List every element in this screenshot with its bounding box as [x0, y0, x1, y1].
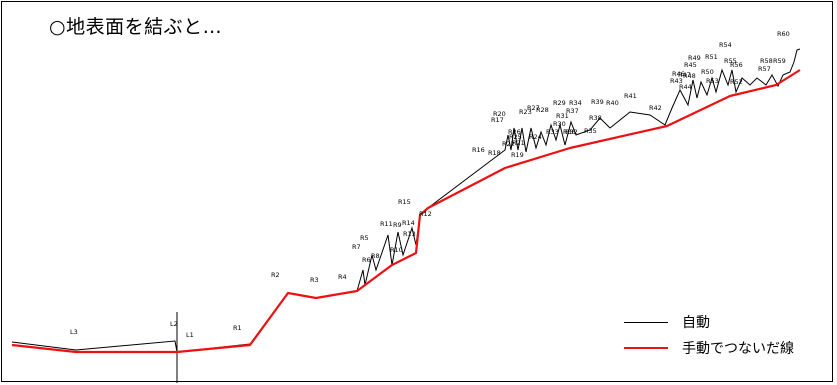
point-label-r55: R55 — [724, 57, 737, 65]
point-label-r52: R52 — [730, 78, 743, 86]
point-label-r24: R24 — [529, 133, 542, 141]
point-label-r45: R45 — [684, 61, 697, 69]
point-label-r12: R12 — [419, 210, 432, 218]
legend: 自動 手動でつないだ線 — [624, 309, 824, 361]
point-label-r56: R56 — [730, 61, 743, 69]
point-label-r59: R59 — [773, 57, 786, 65]
point-label-r42: R42 — [649, 104, 662, 112]
point-label-r40: R40 — [606, 99, 619, 107]
point-label-r46: R46 — [672, 70, 685, 78]
point-label-r48: R48 — [683, 72, 696, 80]
point-label-r20: R20 — [493, 110, 506, 118]
page-title: ○地表面を結ぶと… — [49, 16, 223, 38]
point-label-r5: R5 — [360, 234, 369, 242]
point-label-r19: R19 — [511, 151, 524, 159]
point-label-l3: L3 — [70, 328, 78, 336]
manual-profile-line — [11, 69, 801, 354]
legend-item-auto: 自動 — [624, 309, 824, 335]
point-label-r31: R31 — [556, 112, 569, 120]
legend-swatch-manual — [624, 347, 668, 349]
point-label-r47: R47 — [678, 71, 691, 79]
point-label-r1: R1 — [233, 324, 242, 332]
point-label-r22: R22 — [502, 140, 515, 148]
point-label-r32: R32 — [565, 128, 578, 136]
point-label-r60: R60 — [777, 30, 790, 38]
point-label-r54: R54 — [719, 41, 732, 49]
point-label-r50: R50 — [701, 68, 714, 76]
point-label-r58: R58 — [760, 57, 773, 65]
point-label-r36: R36 — [563, 128, 576, 136]
point-label-r4: R4 — [338, 273, 347, 281]
point-label-r3: R3 — [310, 276, 319, 284]
point-label-r49: R49 — [688, 54, 701, 62]
point-label-r37: R37 — [566, 107, 579, 115]
point-label-r30: R30 — [553, 120, 566, 128]
point-label-r27: R27 — [527, 104, 540, 112]
point-label-r6: R6 — [362, 256, 371, 264]
legend-swatch-auto — [624, 321, 668, 323]
point-label-r38: R38 — [589, 114, 602, 122]
point-label-r57: R57 — [758, 65, 771, 73]
point-label-r29: R29 — [553, 99, 566, 107]
point-label-r14: R14 — [402, 219, 415, 227]
point-label-r9: R9 — [393, 221, 402, 229]
point-label-r53: R53 — [706, 77, 719, 85]
point-label-r21: R21 — [512, 139, 525, 147]
point-label-l1: L1 — [186, 331, 194, 339]
point-label-r2: R2 — [271, 271, 280, 279]
point-label-r43: R43 — [670, 77, 683, 85]
point-label-r44: R44 — [679, 83, 692, 91]
legend-label-manual: 手動でつないだ線 — [682, 341, 794, 357]
point-label-r41: R41 — [624, 92, 637, 100]
point-label-r39: R39 — [591, 98, 604, 106]
point-label-r7: R7 — [352, 243, 361, 251]
point-label-r8: R8 — [371, 252, 380, 260]
point-label-r34: R34 — [569, 99, 582, 107]
point-label-r18: R18 — [488, 149, 501, 157]
point-label-r28: R28 — [536, 106, 549, 114]
point-label-r51: R51 — [705, 53, 718, 61]
point-label-r16: R16 — [472, 146, 485, 154]
point-label-r15: R15 — [398, 198, 411, 206]
auto-profile-layer — [11, 48, 801, 383]
point-label-r23: R23 — [519, 108, 532, 116]
point-label-l2: L2 — [170, 320, 178, 328]
point-label-r13: R13 — [403, 230, 416, 238]
point-label-r26: R26 — [508, 128, 521, 136]
point-label-r17: R17 — [491, 116, 504, 124]
point-label-r25: R25 — [509, 133, 522, 141]
point-label-r10: R10 — [390, 246, 403, 254]
point-label-r35: R35 — [584, 127, 597, 135]
auto-profile-line — [11, 48, 801, 353]
legend-label-auto: 自動 — [682, 315, 710, 331]
point-label-r33: R33 — [546, 128, 559, 136]
point-label-r11: R11 — [380, 220, 393, 228]
legend-item-manual: 手動でつないだ線 — [624, 335, 824, 361]
